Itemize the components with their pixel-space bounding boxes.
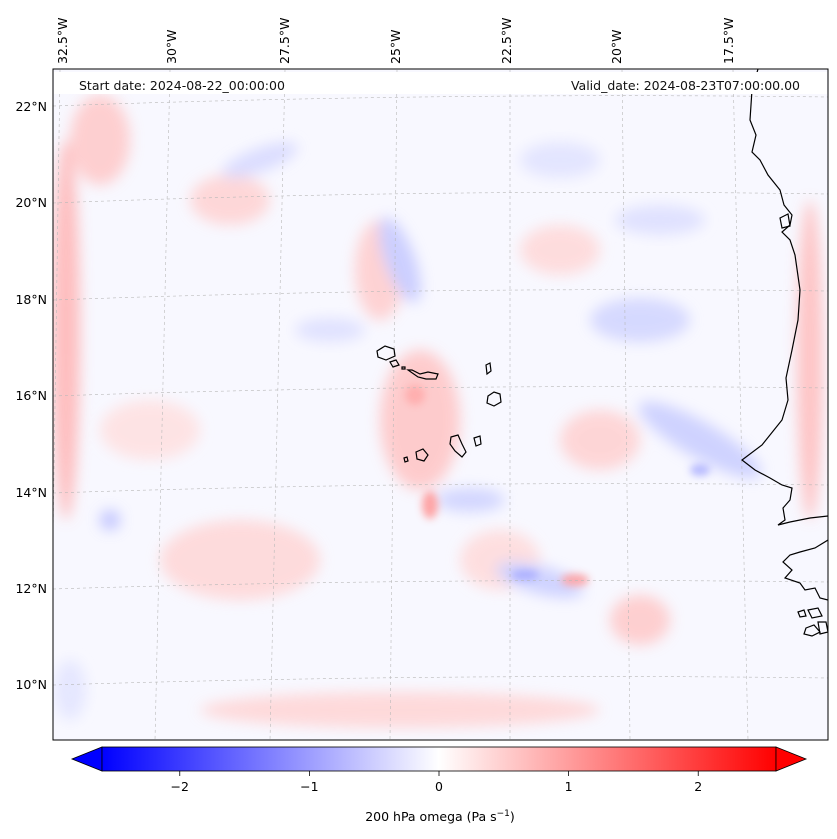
lat-label: 16°N bbox=[15, 388, 47, 403]
omega-patch-negative bbox=[615, 205, 705, 235]
island-santa-luzia bbox=[401, 366, 406, 370]
colorbar-label-close: ) bbox=[510, 809, 515, 824]
cape-verde-islands bbox=[376, 345, 502, 463]
parallel-line bbox=[53, 191, 828, 204]
longitude-labels: 32.5°W 30°W 27.5°W 25°W 22.5°W 20°W 17.5… bbox=[55, 18, 736, 64]
island-santo-antao bbox=[376, 345, 396, 361]
omega-patch-positive bbox=[53, 140, 80, 520]
colorbar-tick-label: −1 bbox=[300, 779, 318, 794]
parallel-line bbox=[53, 95, 828, 107]
omega-field bbox=[53, 69, 828, 740]
colorbar-tick-label: 2 bbox=[694, 779, 702, 794]
lat-label: 12°N bbox=[15, 581, 47, 596]
parallel-line bbox=[53, 289, 828, 301]
omega-patch-negative bbox=[435, 488, 505, 512]
latitude-labels: 22°N 20°N 18°N 16°N 14°N 12°N 10°N bbox=[15, 99, 47, 692]
lon-label: 30°W bbox=[164, 29, 179, 64]
omega-patch-negative bbox=[520, 142, 600, 178]
lon-label: 32.5°W bbox=[55, 18, 70, 64]
omega-patch-negative bbox=[590, 298, 690, 342]
island-sal bbox=[485, 362, 492, 376]
omega-patch-positive bbox=[561, 574, 589, 586]
colorbar-tick-label: 1 bbox=[565, 779, 573, 794]
map-frame bbox=[52, 68, 829, 741]
colorbar-underflow-triangle bbox=[70, 746, 103, 772]
island-outline bbox=[803, 624, 821, 637]
omega-patch-positive bbox=[70, 95, 130, 185]
omega-patch-positive bbox=[520, 225, 600, 275]
meridian-line bbox=[621, 69, 631, 740]
omega-patch-negative bbox=[54, 660, 86, 720]
omega-patch-negative bbox=[295, 318, 365, 342]
parallel-line bbox=[53, 483, 828, 494]
colorbar-label: 200 hPa omega (Pa s−1) bbox=[365, 809, 515, 824]
omega-patch-positive bbox=[380, 350, 460, 490]
omega-patch-positive bbox=[405, 385, 425, 405]
lat-label: 22°N bbox=[15, 99, 47, 114]
omega-patch-negative bbox=[638, 401, 762, 479]
lon-label: 20°W bbox=[609, 29, 624, 64]
island-sao-vicente bbox=[389, 359, 400, 368]
date-header-band bbox=[54, 72, 827, 94]
map-panel: Start date: 2024-08-22_00:00:00 Valid_da… bbox=[52, 68, 829, 741]
island-outline bbox=[779, 213, 791, 229]
island-santiago bbox=[449, 434, 467, 458]
meridian-line bbox=[389, 69, 398, 740]
lat-label: 20°N bbox=[15, 195, 47, 210]
island-sao-nicolau bbox=[406, 369, 439, 380]
parallel-line bbox=[53, 580, 828, 590]
meridian-line bbox=[154, 69, 171, 740]
lon-label: 17.5°W bbox=[721, 18, 736, 64]
omega-patch-negative bbox=[690, 464, 710, 476]
omega-patch-positive bbox=[560, 410, 640, 470]
colorbar-label-exponent: −1 bbox=[497, 809, 510, 819]
lat-label: 18°N bbox=[15, 292, 47, 307]
omega-patch-positive bbox=[797, 200, 823, 520]
graticule bbox=[53, 69, 828, 740]
colorbar-bar bbox=[101, 746, 777, 772]
island-outline bbox=[797, 609, 807, 618]
island-outline bbox=[807, 607, 823, 619]
island-fogo bbox=[415, 448, 429, 462]
omega-patch-positive bbox=[190, 175, 270, 225]
island-maio bbox=[473, 435, 482, 447]
colorbar-ticks: −2 −1 0 1 2 bbox=[171, 771, 702, 794]
colorbar-tick-label: −2 bbox=[171, 779, 189, 794]
coastline bbox=[741, 69, 828, 637]
meridian-line bbox=[732, 69, 749, 740]
omega-patch-positive bbox=[160, 520, 320, 600]
island-outline bbox=[817, 621, 828, 635]
parallel-line bbox=[53, 676, 828, 686]
omega-patch-negative bbox=[222, 142, 298, 178]
africa-coastline bbox=[741, 69, 828, 526]
colorbar-label-main: 200 hPa omega (Pa s bbox=[365, 809, 496, 824]
lon-label: 22.5°W bbox=[499, 18, 514, 64]
omega-patch-positive bbox=[100, 400, 200, 460]
omega-patch-negative bbox=[100, 510, 120, 530]
colorbar: −2 −1 0 1 2 200 hPa omega (Pa s−1) bbox=[70, 746, 808, 824]
lat-label: 14°N bbox=[15, 485, 47, 500]
omega-patch-positive bbox=[200, 692, 600, 728]
start-date-label: Start date: 2024-08-22_00:00:00 bbox=[79, 78, 285, 93]
valid-date-label: Valid_date: 2024-08-23T07:00:00.00 bbox=[571, 78, 800, 93]
lat-label: 10°N bbox=[15, 677, 47, 692]
lon-label: 25°W bbox=[388, 29, 403, 64]
colorbar-overflow-triangle bbox=[775, 746, 808, 772]
meridian-line bbox=[269, 69, 286, 740]
omega-patch-positive bbox=[610, 595, 670, 645]
omega-patch-negative bbox=[511, 570, 539, 580]
africa-coastline bbox=[782, 539, 828, 601]
parallel-line bbox=[53, 386, 828, 397]
lon-label: 27.5°W bbox=[277, 18, 292, 64]
omega-patch-negative bbox=[379, 217, 421, 303]
island-boa-vista bbox=[486, 391, 502, 407]
colorbar-tick-label: 0 bbox=[435, 779, 443, 794]
omega-patch-positive bbox=[422, 491, 438, 519]
island-brava bbox=[403, 456, 409, 463]
